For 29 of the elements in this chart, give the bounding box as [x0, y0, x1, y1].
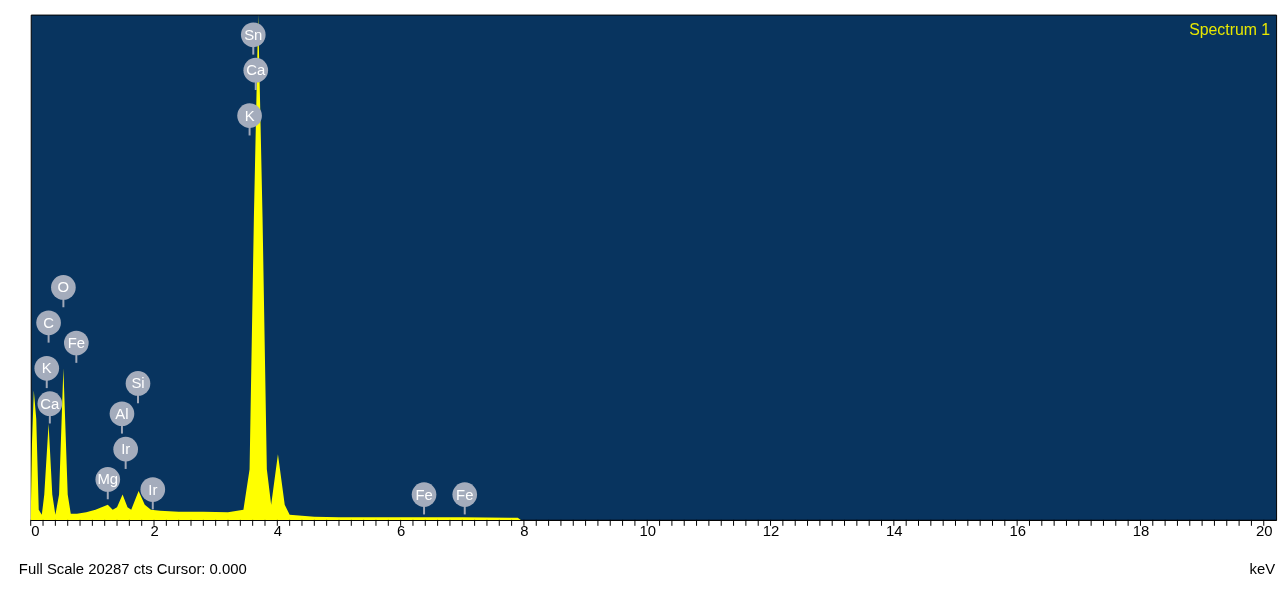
annotation: K	[244, 107, 255, 124]
annotation: Fe	[415, 486, 433, 503]
annotation: Mg	[97, 471, 119, 488]
annotation: Ca	[246, 62, 266, 79]
annotation: Ca	[40, 395, 61, 412]
annotation: Al	[115, 405, 129, 422]
x-tick-label: 10	[639, 523, 656, 540]
annotation: Fe	[456, 486, 474, 503]
x-axis-title: keV	[1249, 561, 1276, 578]
annotation: C	[43, 314, 55, 331]
x-tick-label: 4	[273, 523, 282, 540]
x-tick-label: 18	[1132, 523, 1150, 540]
x-tick-label: 6	[396, 523, 406, 540]
x-tick-label: 8	[520, 523, 529, 540]
annotation: Ir	[148, 481, 158, 498]
x-tick-label: 0	[31, 523, 40, 540]
annotation: Fe	[67, 334, 86, 351]
annotation: K	[41, 360, 52, 377]
annotation: Si	[131, 375, 145, 392]
x-tick-label: 16	[1009, 523, 1026, 540]
x-tick-label: 12	[762, 523, 780, 540]
annotation: Sn	[244, 26, 263, 43]
text: Full Scale 20287 cts Cursor: 0.000	[18, 561, 247, 578]
chart-title: Spectrum 1	[1189, 21, 1271, 39]
annotation: O	[57, 279, 70, 296]
x-tick-label: 2	[150, 523, 159, 540]
x-tick-label: 14	[886, 523, 903, 540]
annotation: Ir	[121, 441, 131, 458]
x-tick-label: 20	[1255, 523, 1273, 540]
